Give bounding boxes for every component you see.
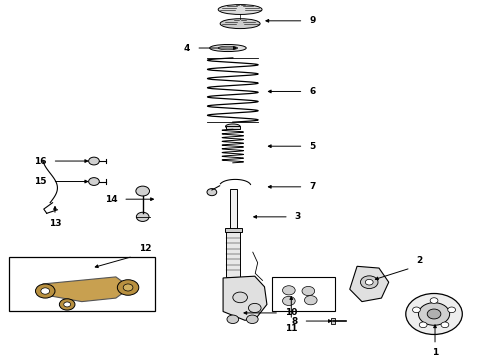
Circle shape [123, 284, 133, 291]
Text: 5: 5 [309, 142, 316, 151]
Bar [225, 228, 242, 232]
Text: 12: 12 [139, 244, 151, 253]
Bar [225, 126, 240, 129]
Ellipse shape [218, 5, 262, 14]
Circle shape [406, 293, 462, 334]
Circle shape [59, 299, 75, 310]
Circle shape [448, 307, 456, 312]
Bar [9, 257, 155, 311]
Circle shape [246, 315, 258, 324]
Circle shape [441, 322, 449, 328]
Text: 15: 15 [34, 177, 47, 186]
Circle shape [207, 189, 217, 195]
Ellipse shape [210, 45, 246, 51]
Text: 9: 9 [309, 16, 316, 25]
Text: 2: 2 [416, 256, 423, 265]
Circle shape [233, 292, 247, 303]
Circle shape [248, 303, 261, 312]
Circle shape [413, 307, 420, 312]
Circle shape [361, 276, 378, 289]
Bar [272, 277, 335, 311]
Text: 4: 4 [184, 44, 191, 53]
Circle shape [419, 322, 427, 328]
Ellipse shape [220, 19, 260, 28]
Text: 8: 8 [292, 316, 297, 325]
Polygon shape [43, 277, 130, 302]
Circle shape [89, 177, 99, 185]
Circle shape [302, 287, 315, 296]
Ellipse shape [225, 124, 240, 129]
Circle shape [117, 280, 139, 295]
Text: 11: 11 [285, 324, 297, 333]
Text: 3: 3 [294, 212, 301, 221]
Circle shape [427, 309, 441, 319]
Bar [226, 231, 240, 277]
Bar [331, 318, 335, 324]
Ellipse shape [218, 46, 238, 50]
Text: 16: 16 [34, 157, 47, 166]
Text: 10: 10 [285, 309, 297, 318]
Circle shape [89, 157, 99, 165]
Circle shape [366, 279, 373, 285]
Text: 7: 7 [309, 182, 316, 191]
Text: 13: 13 [49, 219, 61, 228]
Circle shape [418, 303, 450, 325]
Text: 1: 1 [432, 348, 438, 357]
Circle shape [136, 186, 149, 196]
Circle shape [64, 302, 71, 307]
Circle shape [430, 298, 438, 303]
Text: 14: 14 [105, 195, 117, 204]
Circle shape [304, 296, 317, 305]
Circle shape [283, 296, 295, 306]
Text: 6: 6 [309, 87, 316, 96]
Polygon shape [350, 266, 389, 302]
Circle shape [227, 315, 239, 324]
Polygon shape [223, 276, 267, 320]
Bar [230, 189, 237, 231]
Circle shape [136, 212, 149, 221]
Circle shape [283, 286, 295, 295]
Circle shape [35, 284, 55, 298]
Circle shape [41, 288, 49, 294]
